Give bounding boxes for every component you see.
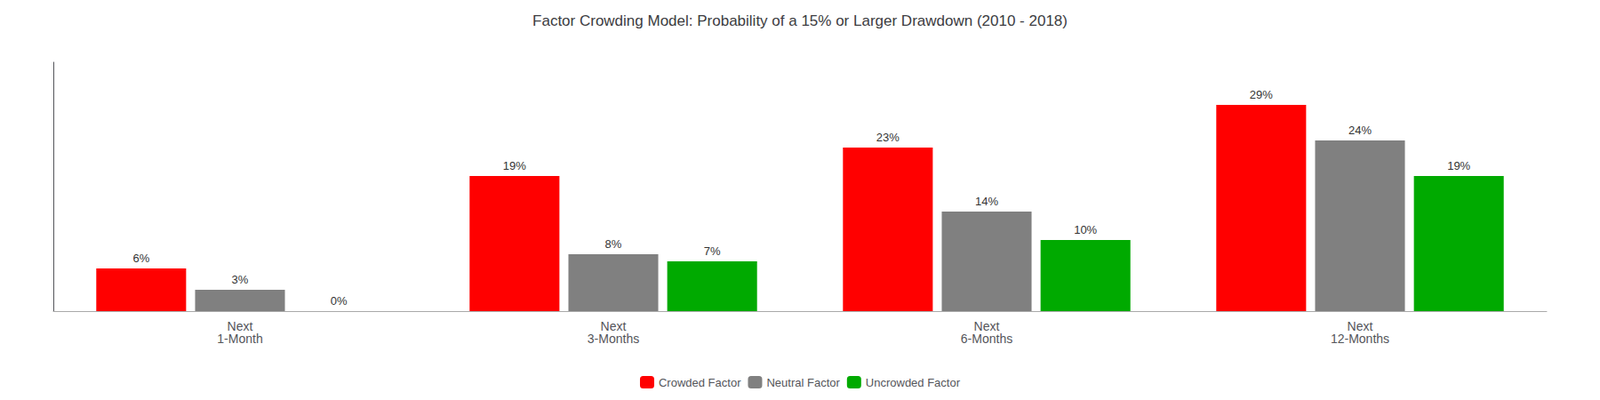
svg-text:Factor Crowding Model: Probabi: Factor Crowding Model: Probability of a … — [532, 12, 1068, 30]
svg-text:Crowded Factor: Crowded Factor — [658, 376, 742, 390]
svg-text:Next: Next — [600, 319, 627, 334]
svg-text:Next: Next — [227, 319, 253, 334]
svg-text:10%: 10% — [1073, 223, 1097, 237]
svg-text:24%: 24% — [1348, 123, 1372, 137]
svg-text:Neutral Factor: Neutral Factor — [766, 376, 840, 390]
svg-text:19%: 19% — [503, 159, 527, 173]
svg-text:Uncrowded Factor: Uncrowded Factor — [865, 376, 961, 390]
svg-text:Next: Next — [973, 319, 1000, 334]
svg-text:23%: 23% — [876, 130, 900, 144]
svg-text:7%: 7% — [704, 244, 721, 258]
svg-text:3%: 3% — [232, 272, 249, 287]
svg-text:14%: 14% — [975, 194, 999, 208]
svg-text:8%: 8% — [605, 237, 623, 251]
svg-text:12-Months: 12-Months — [1330, 331, 1390, 346]
svg-text:1-Month: 1-Month — [216, 331, 263, 346]
svg-text:29%: 29% — [1249, 88, 1273, 102]
svg-text:19%: 19% — [1447, 159, 1471, 173]
svg-text:3-Months: 3-Months — [587, 331, 640, 346]
svg-text:0%: 0% — [330, 294, 348, 308]
svg-text:6%: 6% — [132, 251, 150, 265]
svg-text:6-Months: 6-Months — [960, 331, 1013, 346]
svg-text:Next: Next — [1347, 319, 1373, 334]
